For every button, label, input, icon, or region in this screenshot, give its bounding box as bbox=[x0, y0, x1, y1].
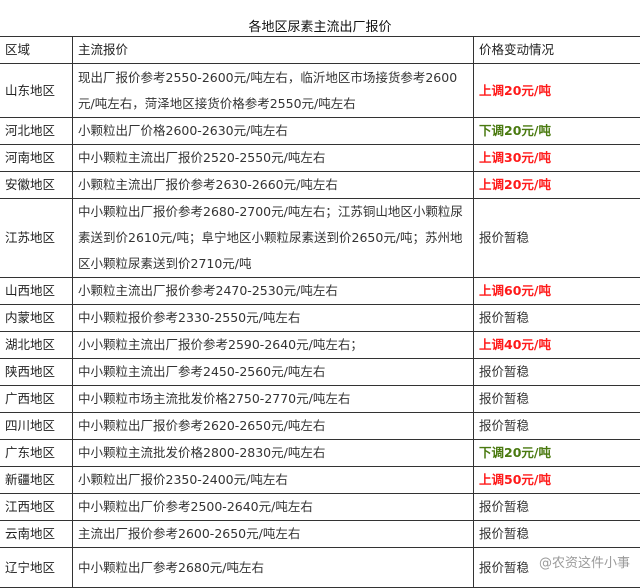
price-cell: 现出厂报价参考2550-2600元/吨左右，临沂地区市场接货参考2600元/吨左… bbox=[73, 64, 474, 118]
table-title: 各地区尿素主流出厂报价 bbox=[0, 16, 640, 35]
change-cell: 下调20元/吨 bbox=[474, 118, 640, 145]
change-cell: 报价暂稳 bbox=[474, 305, 640, 332]
change-cell: 上调60元/吨 bbox=[474, 278, 640, 305]
price-cell: 小颗粒出厂价格2600-2630元/吨左右 bbox=[73, 118, 474, 145]
region-cell: 新疆地区 bbox=[0, 467, 73, 494]
table-row: 河南地区中小颗粒主流出厂报价2520-2550元/吨左右上调30元/吨 bbox=[0, 145, 640, 172]
change-cell: 下调20元/吨 bbox=[474, 440, 640, 467]
price-cell: 小颗粒主流出厂报价参考2630-2660元/吨左右 bbox=[73, 172, 474, 199]
price-table: 区域 主流报价 价格变动情况 山东地区现出厂报价参考2550-2600元/吨左右… bbox=[0, 36, 640, 588]
price-cell: 小颗粒主流出厂报价参考2470-2530元/吨左右 bbox=[73, 278, 474, 305]
price-cell: 中小颗粒出厂参考2680元/吨左右 bbox=[73, 548, 474, 588]
region-cell: 江苏地区 bbox=[0, 199, 73, 278]
change-cell: 上调50元/吨 bbox=[474, 467, 640, 494]
region-cell: 广东地区 bbox=[0, 440, 73, 467]
table-row: 新疆地区小颗粒出厂报价2350-2400元/吨左右上调50元/吨 bbox=[0, 467, 640, 494]
table-row: 湖北地区小小颗粒主流出厂报价参考2590-2640元/吨左右；上调40元/吨 bbox=[0, 332, 640, 359]
change-cell: 上调40元/吨 bbox=[474, 332, 640, 359]
change-cell: 报价暂稳 bbox=[474, 413, 640, 440]
change-cell: 上调30元/吨 bbox=[474, 145, 640, 172]
change-cell: 报价暂稳 bbox=[474, 386, 640, 413]
price-cell: 中小颗粒主流出厂报价2520-2550元/吨左右 bbox=[73, 145, 474, 172]
region-cell: 湖北地区 bbox=[0, 332, 73, 359]
price-cell: 中小颗粒出厂报价参考2680-2700元/吨左右；江苏铜山地区小颗粒尿素送到价2… bbox=[73, 199, 474, 278]
price-cell: 小小颗粒主流出厂报价参考2590-2640元/吨左右； bbox=[73, 332, 474, 359]
change-cell: 报价暂稳 bbox=[474, 199, 640, 278]
region-cell: 江西地区 bbox=[0, 494, 73, 521]
price-cell: 中小颗粒出厂价参考2500-2640元/吨左右 bbox=[73, 494, 474, 521]
region-cell: 内蒙地区 bbox=[0, 305, 73, 332]
price-cell: 中小颗粒出厂报价参考2620-2650元/吨左右 bbox=[73, 413, 474, 440]
table-row: 安徽地区小颗粒主流出厂报价参考2630-2660元/吨左右上调20元/吨 bbox=[0, 172, 640, 199]
table-row: 广东地区中小颗粒主流批发价格2800-2830元/吨左右下调20元/吨 bbox=[0, 440, 640, 467]
table-row: 河北地区小颗粒出厂价格2600-2630元/吨左右下调20元/吨 bbox=[0, 118, 640, 145]
region-cell: 云南地区 bbox=[0, 521, 73, 548]
table-row: 广西地区中小颗粒市场主流批发价格2750-2770元/吨左右报价暂稳 bbox=[0, 386, 640, 413]
price-cell: 中小颗粒报价参考2330-2550元/吨左右 bbox=[73, 305, 474, 332]
change-cell: 上调20元/吨 bbox=[474, 64, 640, 118]
price-cell: 主流出厂报价参考2600-2650元/吨左右 bbox=[73, 521, 474, 548]
change-cell: 上调20元/吨 bbox=[474, 172, 640, 199]
watermark: @农资这件小事 bbox=[539, 552, 630, 571]
table-row: 云南地区主流出厂报价参考2600-2650元/吨左右报价暂稳 bbox=[0, 521, 640, 548]
price-cell: 中小颗粒主流批发价格2800-2830元/吨左右 bbox=[73, 440, 474, 467]
price-cell: 中小颗粒主流出厂参考2450-2560元/吨左右 bbox=[73, 359, 474, 386]
change-cell: 报价暂稳 bbox=[474, 359, 640, 386]
header-row: 区域 主流报价 价格变动情况 bbox=[0, 37, 640, 64]
header-price: 主流报价 bbox=[73, 37, 474, 64]
region-cell: 辽宁地区 bbox=[0, 548, 73, 588]
table-row: 山西地区小颗粒主流出厂报价参考2470-2530元/吨左右上调60元/吨 bbox=[0, 278, 640, 305]
table-row: 内蒙地区中小颗粒报价参考2330-2550元/吨左右报价暂稳 bbox=[0, 305, 640, 332]
region-cell: 河北地区 bbox=[0, 118, 73, 145]
table-row: 陕西地区中小颗粒主流出厂参考2450-2560元/吨左右报价暂稳 bbox=[0, 359, 640, 386]
price-cell: 小颗粒出厂报价2350-2400元/吨左右 bbox=[73, 467, 474, 494]
region-cell: 山东地区 bbox=[0, 64, 73, 118]
region-cell: 河南地区 bbox=[0, 145, 73, 172]
table-row: 四川地区中小颗粒出厂报价参考2620-2650元/吨左右报价暂稳 bbox=[0, 413, 640, 440]
region-cell: 陕西地区 bbox=[0, 359, 73, 386]
header-change: 价格变动情况 bbox=[474, 37, 640, 64]
region-cell: 四川地区 bbox=[0, 413, 73, 440]
change-cell: 报价暂稳 bbox=[474, 521, 640, 548]
table-row: 江苏地区中小颗粒出厂报价参考2680-2700元/吨左右；江苏铜山地区小颗粒尿素… bbox=[0, 199, 640, 278]
region-cell: 安徽地区 bbox=[0, 172, 73, 199]
header-region: 区域 bbox=[0, 37, 73, 64]
table-row: 江西地区中小颗粒出厂价参考2500-2640元/吨左右报价暂稳 bbox=[0, 494, 640, 521]
price-cell: 中小颗粒市场主流批发价格2750-2770元/吨左右 bbox=[73, 386, 474, 413]
table-row: 山东地区现出厂报价参考2550-2600元/吨左右，临沂地区市场接货参考2600… bbox=[0, 64, 640, 118]
region-cell: 山西地区 bbox=[0, 278, 73, 305]
change-cell: 报价暂稳 bbox=[474, 494, 640, 521]
region-cell: 广西地区 bbox=[0, 386, 73, 413]
